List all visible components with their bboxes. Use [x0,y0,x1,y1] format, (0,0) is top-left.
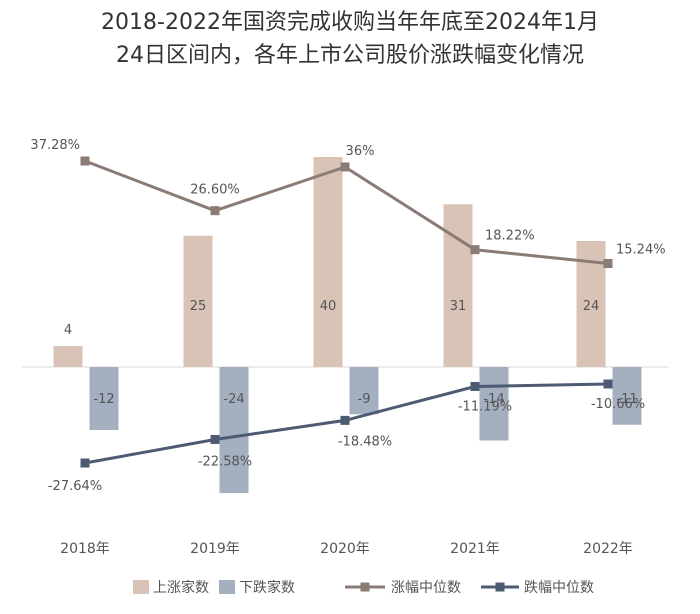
rise-median-label-3: 36% [346,144,375,159]
bar-down-1 [89,367,119,430]
legend-label-fall: 跌幅中位数 [524,580,594,596]
bar-down-5 [612,367,642,425]
bar-up-4 [443,204,473,367]
fall-median-line-marker-2 [210,434,220,444]
bar-down-2 [219,367,249,493]
bar-up-2 [183,235,213,367]
legend-swatch-down [219,580,235,594]
x-tick-label-4: 2021年 [450,541,500,557]
chart-title: 2018-2022年国资完成收购当年年底至2024年1月 24日区间内，各年上市… [0,6,700,72]
bar-up-label-3: 40 [320,299,337,314]
bar-up-1 [53,346,83,367]
fall-median-label-2: -22.58% [198,454,252,469]
legend-swatch-up [133,580,149,594]
fall-median-line-marker-1 [80,458,90,468]
fall-median-label-4: -11.19% [458,399,512,414]
legend-label-rise: 涨幅中位数 [391,580,461,596]
bar-down-label-4: -14 [483,392,504,407]
bar-up-label-5: 24 [583,299,600,314]
fall-median-line-marker-5 [603,379,613,389]
x-tick-label-2: 2019年 [190,541,240,557]
rise-median-label-4: 18.22% [485,229,535,244]
x-tick-label-1: 2018年 [60,541,110,557]
rise-median-line-marker-2 [210,206,220,216]
legend-swatch-rise-marker [360,582,370,592]
x-tick-label-5: 2022年 [583,541,633,557]
fall-median-line-marker-4 [470,381,480,391]
rise-median-label-5: 15.24% [616,243,666,258]
bar-up-label-4: 31 [450,299,467,314]
bar-down-label-2: -24 [223,392,244,407]
bar-down-label-1: -12 [93,392,114,407]
bar-down-4 [479,367,509,441]
legend-label-down: 下跌家数 [239,579,295,596]
rise-median-line-marker-5 [603,259,613,269]
fall-median-label-1: -27.64% [48,479,102,494]
x-tick-label-3: 2020年 [320,541,370,557]
fall-median-label-3: -18.48% [338,434,392,449]
bar-up-label-2: 25 [190,299,207,314]
rise-median-label-2: 26.60% [190,183,240,198]
rise-median-label-1: 37.28% [30,138,80,153]
rise-median-line [84,159,609,265]
rise-median-line-marker-3 [340,162,350,172]
legend-label-up: 上涨家数 [153,579,209,596]
legend-swatch-fall-marker [495,582,505,592]
rise-median-line-marker-1 [80,156,90,166]
chart-title-line-1: 2018-2022年国资完成收购当年年底至2024年1月 [101,10,599,35]
bar-up-label-1: 4 [64,323,72,338]
chart-title-line-2: 24日区间内，各年上市公司股价涨跌幅变化情况 [116,43,584,68]
fall-median-label-5: -10.66% [591,397,645,412]
rise-median-line-marker-4 [470,245,480,255]
bar-down-label-5: -11 [616,392,637,407]
bar-down-3 [349,367,379,415]
fall-median-line-marker-3 [340,415,350,425]
bar-up-3 [313,157,343,367]
bar-down-label-3: -9 [358,392,371,407]
